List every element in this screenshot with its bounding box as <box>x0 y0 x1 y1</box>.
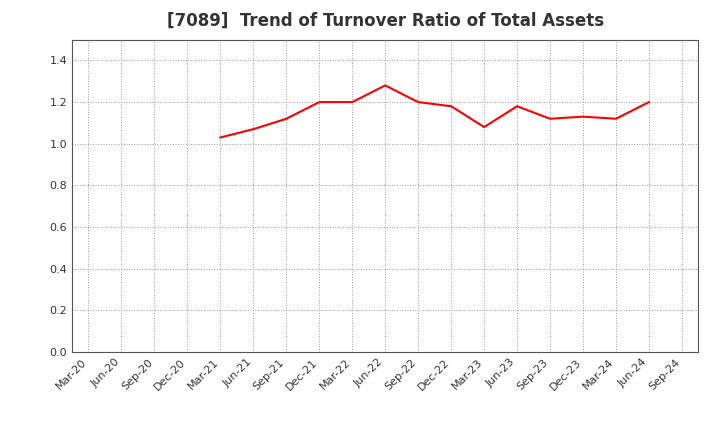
Title: [7089]  Trend of Turnover Ratio of Total Assets: [7089] Trend of Turnover Ratio of Total … <box>166 12 604 30</box>
